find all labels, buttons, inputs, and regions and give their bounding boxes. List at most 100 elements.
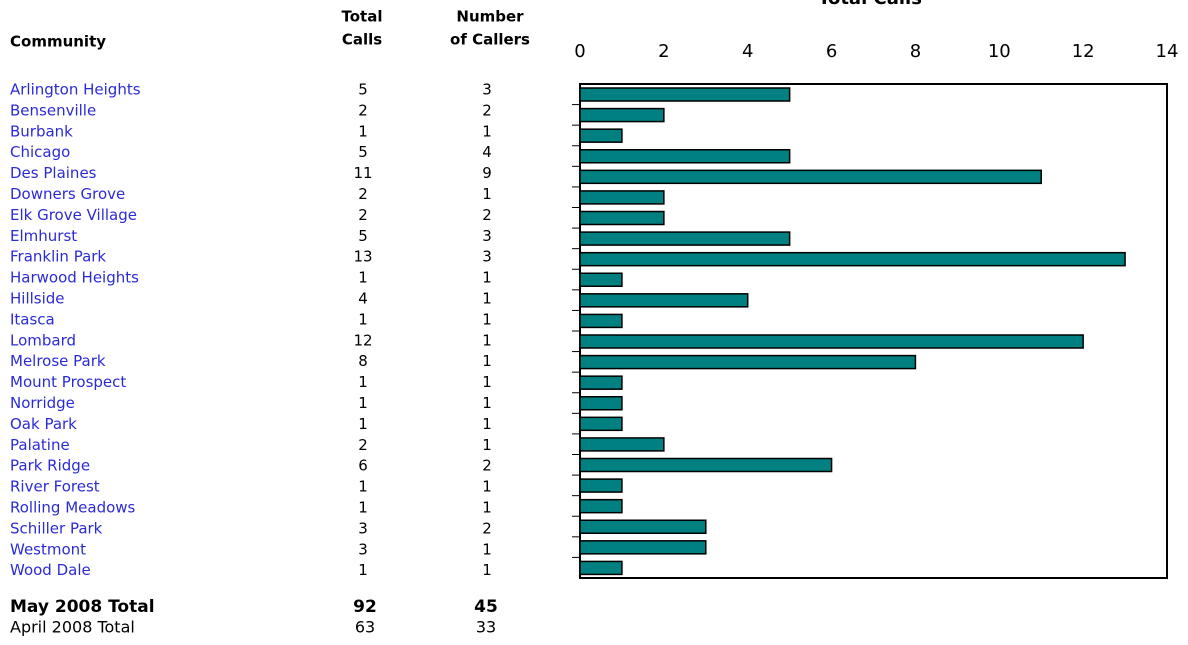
bar <box>579 107 665 123</box>
bar <box>579 313 623 329</box>
community-name: Chicago <box>10 143 70 161</box>
column-header: Number <box>456 8 524 26</box>
caller-count: 4 <box>482 143 492 161</box>
total-calls: 1 <box>358 269 368 287</box>
chart-title: Total Calls <box>818 0 922 9</box>
x-tick-label: 2 <box>658 41 669 62</box>
bar <box>579 375 623 390</box>
caller-count: 1 <box>482 310 492 328</box>
bar <box>579 354 917 370</box>
community-name: Rolling Meadows <box>10 499 136 517</box>
column-header: Community <box>10 33 106 51</box>
caller-count: 1 <box>482 122 492 140</box>
bar <box>579 251 1126 267</box>
caller-count: 3 <box>482 81 492 99</box>
total-calls: 1 <box>358 310 368 328</box>
community-name: Harwood Heights <box>10 269 139 287</box>
total-calls: 12 <box>353 331 372 349</box>
x-tick-label: 8 <box>910 41 921 62</box>
total-calls: 5 <box>358 143 368 161</box>
caller-count: 2 <box>482 101 492 119</box>
bar <box>579 560 623 576</box>
community-name: Elk Grove Village <box>10 206 137 224</box>
total-calls: 3 <box>358 540 368 558</box>
bar <box>579 210 665 226</box>
community-name: Norridge <box>10 394 75 412</box>
x-tick-label: 4 <box>742 41 753 62</box>
community-name: Franklin Park <box>10 248 106 266</box>
total-calls: 13 <box>353 248 372 266</box>
caller-count: 3 <box>482 248 492 266</box>
caller-count: 1 <box>482 290 492 308</box>
caller-count: 1 <box>482 269 492 287</box>
caller-count: 1 <box>482 185 492 203</box>
total-calls: 1 <box>358 394 368 412</box>
bar <box>579 416 623 432</box>
total-calls: 1 <box>358 373 368 391</box>
total-calls: 11 <box>353 164 372 182</box>
bar <box>579 519 707 534</box>
community-name: Lombard <box>10 331 76 349</box>
community-name: Hillside <box>10 290 65 308</box>
community-name: Oak Park <box>10 415 77 433</box>
community-name: Schiller Park <box>10 519 103 537</box>
community-name: River Forest <box>10 478 100 496</box>
total-callers-sum: 33 <box>476 618 496 637</box>
total-calls: 2 <box>358 206 368 224</box>
caller-count: 1 <box>482 373 492 391</box>
caller-count: 1 <box>482 540 492 558</box>
total-calls-sum: 92 <box>353 597 377 617</box>
caller-count: 2 <box>482 519 492 537</box>
caller-count: 9 <box>482 164 492 182</box>
bar <box>579 396 623 411</box>
community-name: Arlington Heights <box>10 81 141 99</box>
total-calls: 6 <box>358 457 368 475</box>
total-calls: 3 <box>358 519 368 537</box>
community-name: Park Ridge <box>10 457 90 475</box>
total-calls: 8 <box>358 352 368 370</box>
total-calls: 1 <box>358 415 368 433</box>
x-tick-label: 10 <box>988 41 1011 62</box>
caller-count: 1 <box>482 436 492 454</box>
total-calls: 1 <box>358 122 368 140</box>
bar <box>579 272 623 287</box>
column-header: Total <box>342 8 383 26</box>
community-name: Burbank <box>10 122 73 140</box>
bar <box>579 190 665 205</box>
bar <box>579 334 1084 349</box>
total-calls: 2 <box>358 101 368 119</box>
bar <box>579 169 1042 185</box>
caller-count: 1 <box>482 415 492 433</box>
bar <box>579 149 791 164</box>
caller-count: 1 <box>482 352 492 370</box>
bar <box>579 498 623 514</box>
community-name: Mount Prospect <box>10 373 126 391</box>
community-name: Bensenville <box>10 101 96 119</box>
bar <box>579 437 665 452</box>
x-tick-label: 12 <box>1072 41 1095 62</box>
bar <box>579 540 707 555</box>
bar <box>579 87 791 102</box>
total-callers-sum: 45 <box>474 597 498 617</box>
total-calls: 1 <box>358 499 368 517</box>
caller-count: 1 <box>482 561 492 579</box>
total-calls: 1 <box>358 478 368 496</box>
bar <box>579 478 623 493</box>
column-header: of Callers <box>450 31 530 49</box>
caller-count: 1 <box>482 394 492 412</box>
total-calls-sum: 63 <box>355 618 375 637</box>
community-name: Melrose Park <box>10 352 106 370</box>
community-name: Westmont <box>10 540 86 558</box>
bar <box>579 457 833 473</box>
caller-count: 1 <box>482 499 492 517</box>
x-tick-label: 6 <box>826 41 837 62</box>
total-calls: 4 <box>358 290 368 308</box>
community-name: Elmhurst <box>10 227 77 245</box>
community-name: Des Plaines <box>10 164 97 182</box>
total-calls: 2 <box>358 436 368 454</box>
x-tick-label: 0 <box>574 41 585 62</box>
caller-count: 2 <box>482 206 492 224</box>
total-label: April 2008 Total <box>10 618 135 637</box>
caller-count: 1 <box>482 478 492 496</box>
